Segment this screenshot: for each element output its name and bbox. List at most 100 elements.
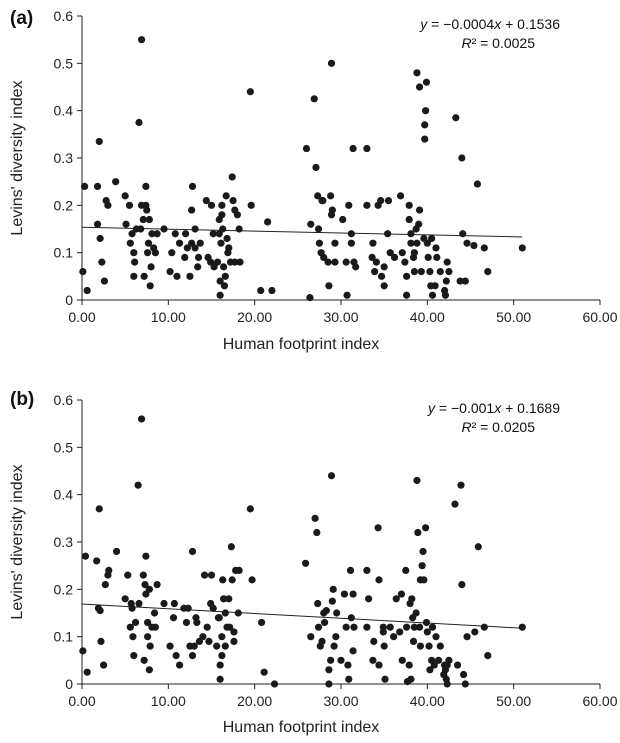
- x-tick-label: 10.00: [151, 309, 186, 325]
- data-point: [306, 294, 314, 302]
- data-point: [426, 268, 434, 276]
- data-point: [320, 253, 328, 261]
- data-point: [349, 144, 357, 153]
- data-point: [196, 239, 204, 247]
- data-point: [417, 268, 425, 276]
- data-point: [386, 249, 394, 257]
- data-point: [124, 571, 132, 579]
- data-point: [202, 197, 210, 205]
- y-tick-label: 0.2: [54, 581, 74, 597]
- data-point: [257, 618, 266, 627]
- data-point: [125, 201, 134, 209]
- data-point: [209, 604, 217, 612]
- data-point: [375, 661, 383, 669]
- data-point: [225, 244, 233, 252]
- data-point: [381, 675, 389, 683]
- data-point: [410, 623, 418, 631]
- data-point: [443, 680, 451, 688]
- data-point: [484, 268, 492, 276]
- data-point: [80, 182, 89, 190]
- data-point: [140, 656, 148, 664]
- data-point: [392, 595, 400, 603]
- data-point: [405, 661, 413, 669]
- data-point: [369, 656, 377, 664]
- data-point: [79, 647, 87, 655]
- data-point: [347, 239, 355, 247]
- data-point: [135, 118, 143, 127]
- data-point: [126, 239, 134, 247]
- scatter-panel-b: (b) 0 0.1 0.2 0.3 0.4 0.5 0.6 0.00 10.00 20.00 30.0…: [9, 389, 618, 736]
- regression-equation: y = −0.0004x + 0.1536: [419, 16, 560, 32]
- data-point: [144, 239, 153, 247]
- data-point: [121, 595, 129, 603]
- data-point: [312, 163, 320, 172]
- x-tick-label: 40.00: [410, 693, 445, 709]
- data-point: [218, 201, 226, 209]
- data-point: [166, 642, 174, 650]
- data-point: [151, 623, 159, 631]
- data-point: [436, 268, 444, 276]
- data-point: [95, 505, 103, 513]
- data-point: [342, 258, 350, 266]
- data-point: [461, 680, 469, 688]
- x-tick-label: 20.00: [237, 693, 272, 709]
- data-point: [461, 277, 469, 285]
- data-point: [441, 291, 450, 299]
- data-point: [402, 566, 410, 575]
- data-point: [384, 230, 392, 238]
- data-point: [370, 637, 378, 646]
- data-point: [139, 215, 147, 224]
- data-point: [137, 415, 146, 423]
- data-point: [421, 135, 429, 143]
- data-point: [518, 244, 526, 252]
- data-point: [410, 268, 418, 276]
- data-point: [328, 597, 336, 605]
- data-point: [121, 192, 129, 200]
- data-point: [93, 182, 102, 190]
- y-tick-label: 0.4: [54, 103, 74, 119]
- data-point: [248, 576, 256, 584]
- data-point: [425, 642, 433, 650]
- data-point: [403, 623, 411, 631]
- data-point: [130, 249, 138, 257]
- data-point: [384, 197, 393, 205]
- data-point: [216, 291, 224, 299]
- data-point: [168, 249, 176, 257]
- data-point: [160, 225, 168, 233]
- data-point: [314, 225, 323, 233]
- data-point: [139, 571, 147, 579]
- data-point: [166, 268, 174, 276]
- data-point: [247, 201, 255, 209]
- data-point: [403, 272, 411, 280]
- data-point: [228, 173, 236, 181]
- data-point: [414, 528, 422, 537]
- data-point: [415, 623, 424, 631]
- data-point: [423, 239, 431, 247]
- data-point: [307, 633, 315, 641]
- data-point: [184, 604, 192, 612]
- data-point: [230, 637, 238, 646]
- data-point: [235, 225, 243, 233]
- data-point: [270, 680, 279, 688]
- y-tick-label: 0.4: [54, 487, 74, 503]
- data-point: [147, 263, 155, 271]
- data-point: [365, 595, 373, 603]
- data-point: [233, 211, 241, 219]
- data-point: [135, 599, 143, 608]
- data-point: [182, 618, 191, 627]
- data-point: [363, 623, 371, 631]
- data-point: [131, 618, 140, 627]
- data-point: [207, 571, 216, 579]
- data-point: [325, 666, 333, 674]
- data-point: [445, 656, 453, 664]
- data-point: [314, 599, 322, 608]
- data-point: [419, 547, 427, 556]
- data-point: [98, 258, 106, 266]
- r-squared-label: R² = 0.0025: [461, 35, 535, 51]
- data-point: [423, 628, 431, 636]
- data-point: [143, 206, 151, 214]
- data-point: [405, 201, 413, 209]
- y-tick-label: 0.2: [54, 197, 74, 213]
- data-point: [332, 633, 340, 641]
- data-point: [130, 272, 138, 280]
